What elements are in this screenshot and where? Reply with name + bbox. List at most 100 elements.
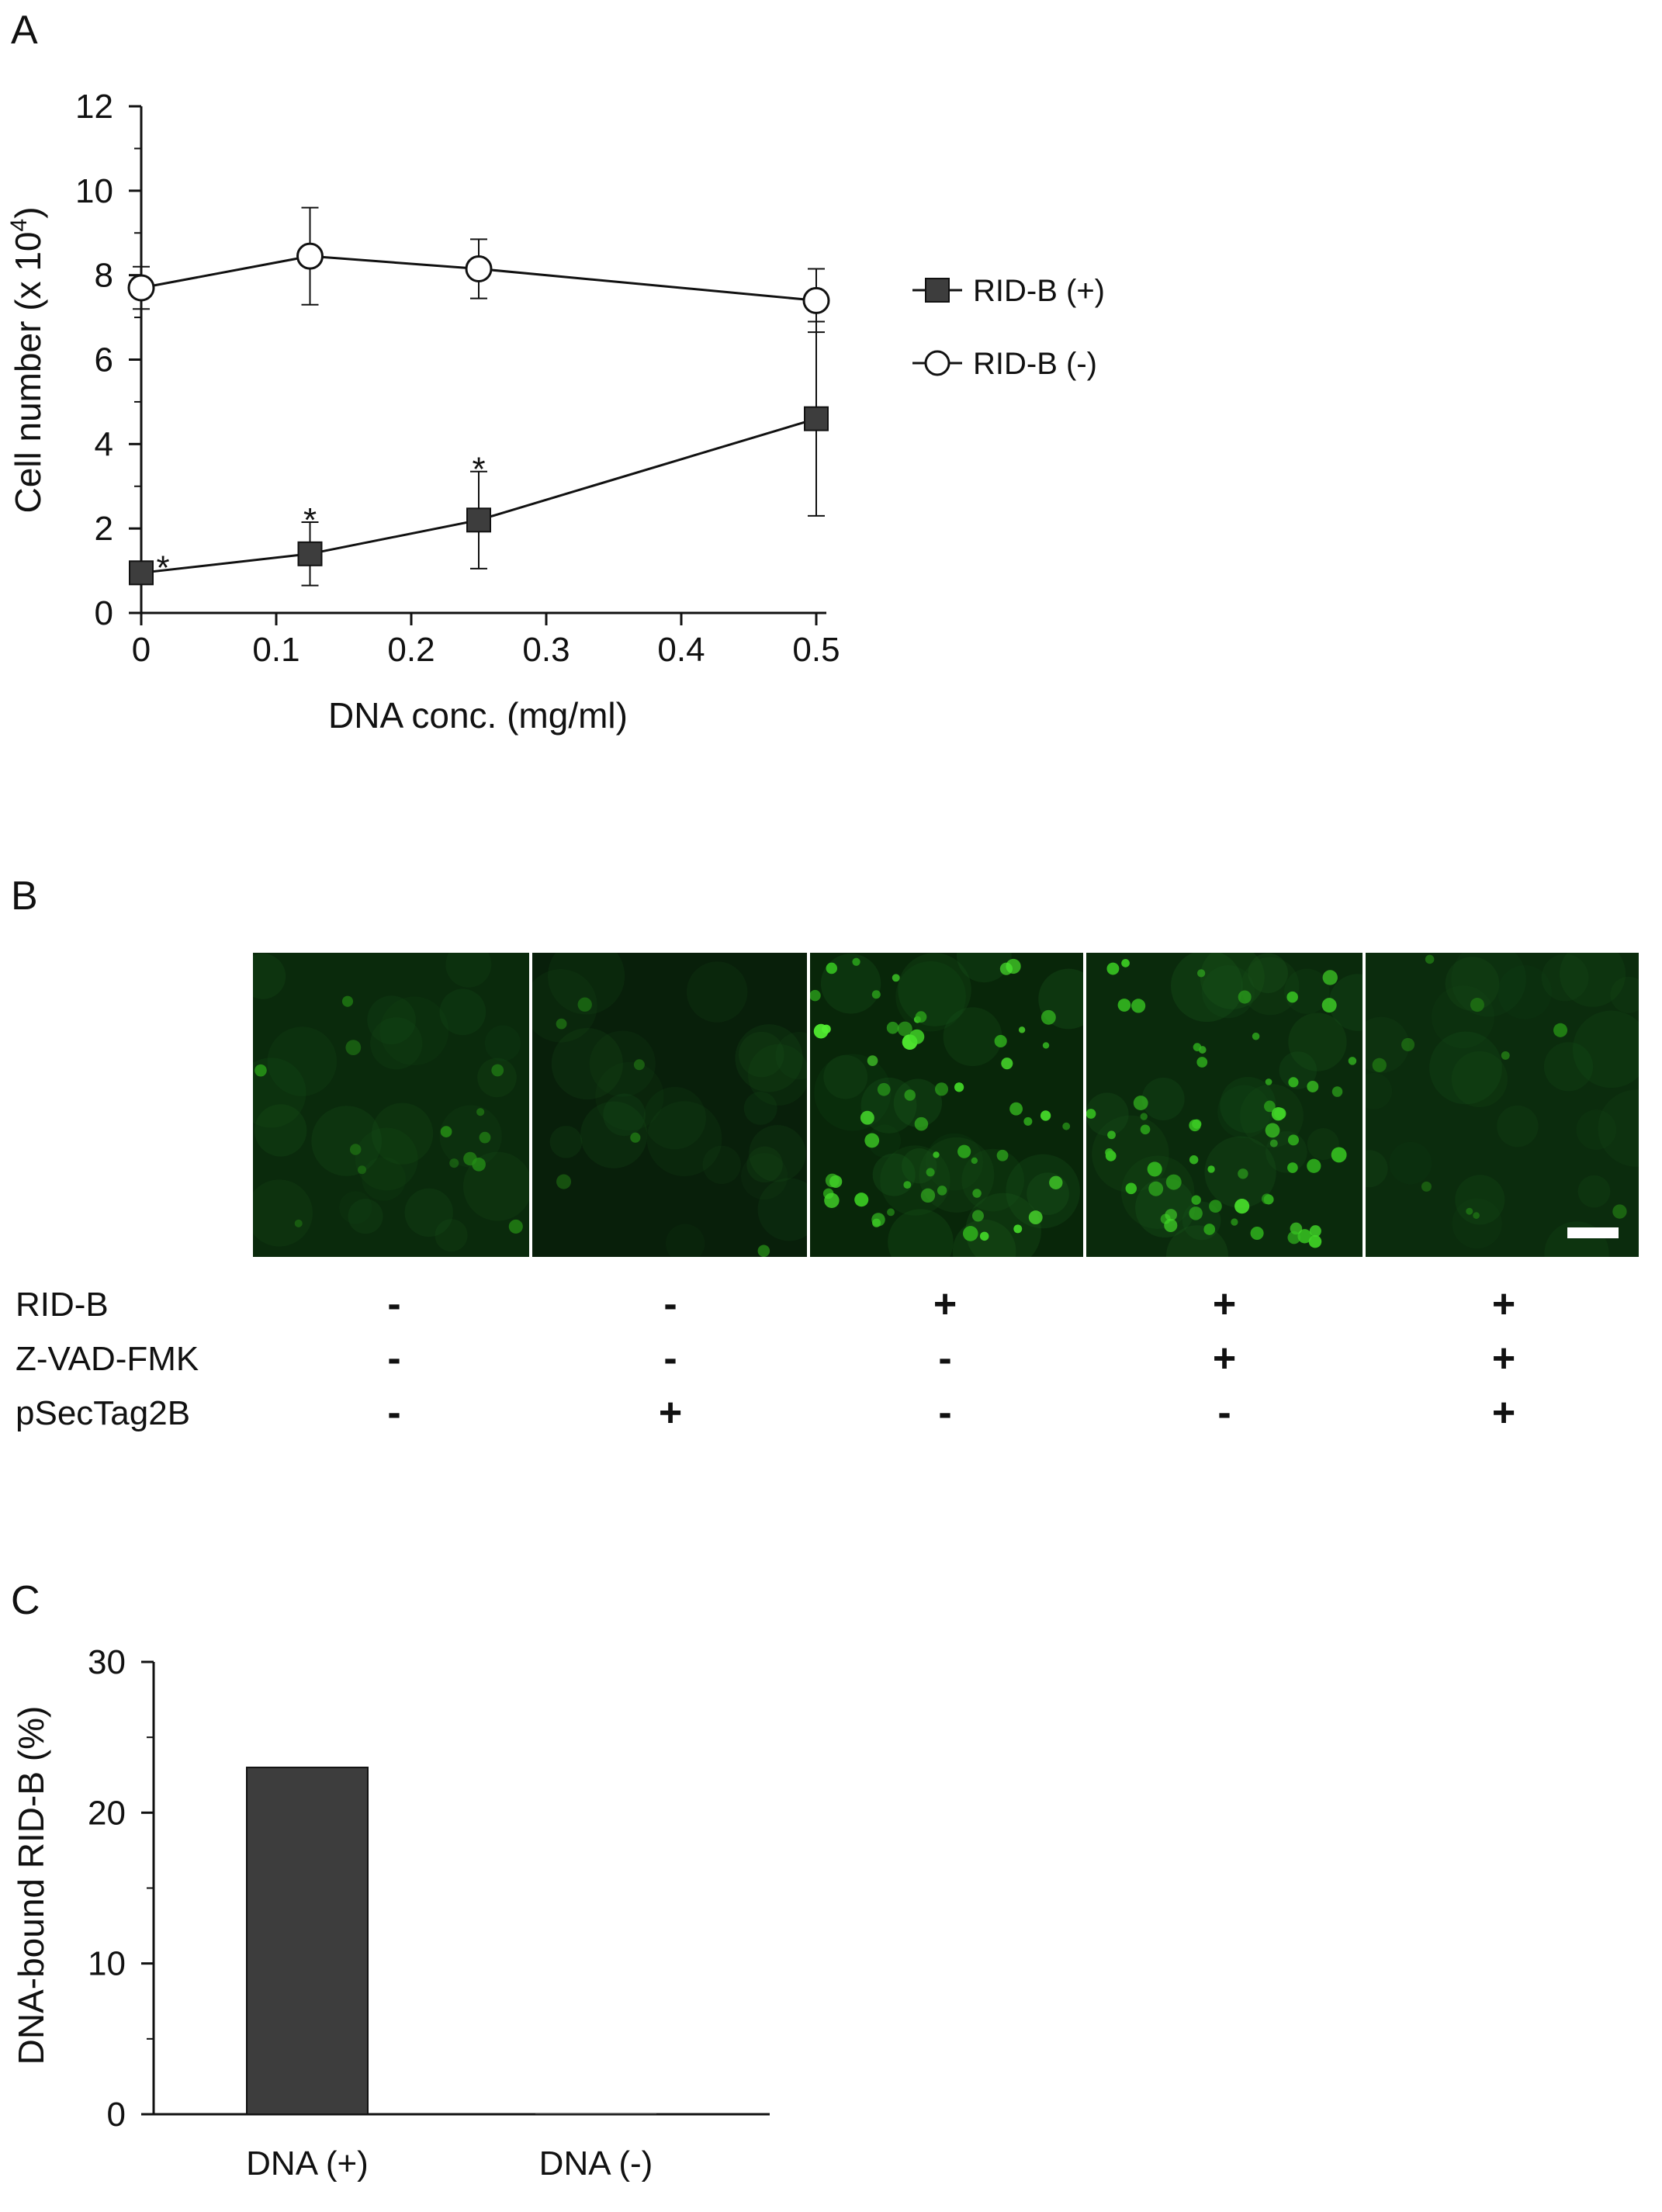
tile-background bbox=[1366, 953, 1639, 1257]
panel-a-label: A bbox=[11, 8, 38, 53]
data-point-square bbox=[129, 560, 154, 586]
x-tick-label: 0.4 bbox=[657, 631, 705, 669]
cell-signal bbox=[1612, 1204, 1627, 1219]
background-haze bbox=[1498, 965, 1552, 1019]
background-haze bbox=[551, 1028, 623, 1100]
bar-dna-minus bbox=[535, 2113, 656, 2114]
background-haze bbox=[741, 1153, 788, 1200]
x-tick-label: DNA (+) bbox=[246, 2144, 369, 2183]
panel-b-signs: - - + + + - - - + + - + - - + bbox=[387, 1282, 1515, 1435]
legend-entry-rid-b-minus: RID-B (-) bbox=[912, 347, 1097, 381]
cell-signal bbox=[1321, 998, 1337, 1013]
cell-signal bbox=[1140, 1113, 1148, 1120]
panel-b: B RID-B Z-VAD-FMK pSecTag2B - - + + + - - - + + - +… bbox=[11, 874, 1639, 1435]
micrograph-tile-3 bbox=[810, 953, 1083, 1257]
row-label-z-vad-fmk: Z-VAD-FMK bbox=[16, 1340, 199, 1378]
cell-signal bbox=[1197, 969, 1206, 978]
bar-dna-plus bbox=[246, 1767, 369, 2116]
cell-signal bbox=[440, 1126, 452, 1137]
cell-signal bbox=[1501, 1051, 1510, 1060]
cell-signal bbox=[877, 1082, 891, 1096]
scale-bar bbox=[1567, 1227, 1619, 1238]
background-haze bbox=[339, 1191, 372, 1224]
tile-background bbox=[810, 953, 1083, 1257]
cell-signal bbox=[472, 1157, 486, 1172]
background-haze bbox=[1284, 968, 1330, 1014]
background-haze bbox=[1455, 1175, 1505, 1225]
background-haze bbox=[484, 1025, 521, 1061]
background-haze bbox=[749, 1125, 806, 1182]
row-label-rid-b: RID-B bbox=[16, 1286, 109, 1324]
panel-a-legend: RID-B (+) RID-B (-) bbox=[912, 274, 1105, 381]
cell-signal bbox=[1231, 1218, 1238, 1226]
background-haze bbox=[1092, 1115, 1169, 1193]
cell-signal bbox=[897, 1021, 912, 1037]
x-tick-label: DNA (-) bbox=[539, 2144, 653, 2183]
background-haze bbox=[253, 1179, 313, 1247]
panel-c-y-axis-title: DNA-bound RID-B (%) bbox=[11, 1706, 51, 2065]
cell-signal bbox=[1165, 1209, 1177, 1221]
panel-b-condition-table: RID-B Z-VAD-FMK pSecTag2B bbox=[16, 1286, 199, 1432]
cell-signal bbox=[1209, 1199, 1222, 1213]
minus-sign: - bbox=[387, 1282, 400, 1327]
cell-signal bbox=[1234, 1199, 1250, 1214]
minus-sign: - bbox=[387, 1336, 400, 1381]
legend-entry-rid-b-plus: RID-B (+) bbox=[912, 274, 1105, 308]
cell-signal bbox=[1131, 999, 1146, 1013]
background-haze bbox=[898, 953, 971, 1026]
cell-signal bbox=[999, 962, 1013, 975]
cell-signal bbox=[476, 1108, 485, 1116]
background-haze bbox=[860, 1077, 917, 1134]
panel-c: C 0 10 20 30 DNA (+) DNA (-) DNA-bound RID-B… bbox=[11, 1578, 770, 2183]
cell-signal bbox=[892, 974, 900, 982]
cell-signal bbox=[1401, 1037, 1415, 1051]
panel-a-y-axis-title-sup: 4 bbox=[6, 219, 32, 232]
panel-a-axes bbox=[140, 106, 826, 614]
cell-signal bbox=[971, 1157, 978, 1165]
micrograph-tile-1 bbox=[253, 953, 529, 1257]
background-haze bbox=[1141, 1077, 1185, 1121]
background-haze bbox=[643, 1086, 706, 1150]
cell-signal bbox=[825, 1173, 840, 1188]
data-point-circle bbox=[802, 286, 830, 314]
background-haze bbox=[1451, 1051, 1508, 1108]
cell-signal bbox=[1121, 958, 1130, 968]
cell-signal bbox=[1203, 1224, 1216, 1235]
legend-marker-filled-square bbox=[925, 278, 950, 303]
x-tick-label: 0.1 bbox=[252, 631, 300, 669]
cell-signal bbox=[449, 1158, 459, 1168]
background-haze bbox=[439, 988, 486, 1036]
background-haze bbox=[1241, 957, 1300, 1016]
cell-signal bbox=[1309, 1225, 1321, 1238]
cell-signal bbox=[349, 1144, 362, 1155]
cell-signal bbox=[577, 997, 592, 1012]
cell-signal bbox=[1164, 1218, 1178, 1232]
cell-signal bbox=[1307, 1158, 1321, 1173]
background-haze bbox=[956, 953, 1012, 983]
cell-signal bbox=[1265, 1078, 1272, 1085]
cell-signal bbox=[1193, 1043, 1202, 1051]
minus-sign: - bbox=[387, 1390, 400, 1435]
cell-signal bbox=[1286, 991, 1298, 1003]
cell-signal bbox=[903, 1181, 912, 1189]
cell-signal bbox=[345, 1040, 362, 1056]
cell-signal bbox=[254, 1064, 267, 1077]
cell-signal bbox=[556, 1018, 567, 1030]
cell-signal bbox=[1009, 1102, 1023, 1116]
cell-signal bbox=[933, 1151, 940, 1158]
cell-signal bbox=[1331, 1086, 1343, 1097]
cell-signal bbox=[1107, 1130, 1116, 1140]
data-point-circle bbox=[465, 255, 493, 283]
background-haze bbox=[362, 1157, 407, 1201]
cell-signal bbox=[1147, 1161, 1162, 1177]
panel-c-y-ticks: 0 10 20 30 bbox=[88, 1643, 154, 2134]
cell-signal bbox=[1106, 962, 1120, 975]
y-tick-label: 10 bbox=[88, 1945, 126, 1983]
x-tick-label: 0 bbox=[132, 631, 151, 669]
background-haze bbox=[370, 1017, 423, 1070]
background-haze bbox=[1171, 953, 1243, 1023]
cell-signal bbox=[957, 1144, 971, 1158]
cell-signal bbox=[294, 1219, 303, 1227]
cell-signal bbox=[1331, 1147, 1347, 1163]
